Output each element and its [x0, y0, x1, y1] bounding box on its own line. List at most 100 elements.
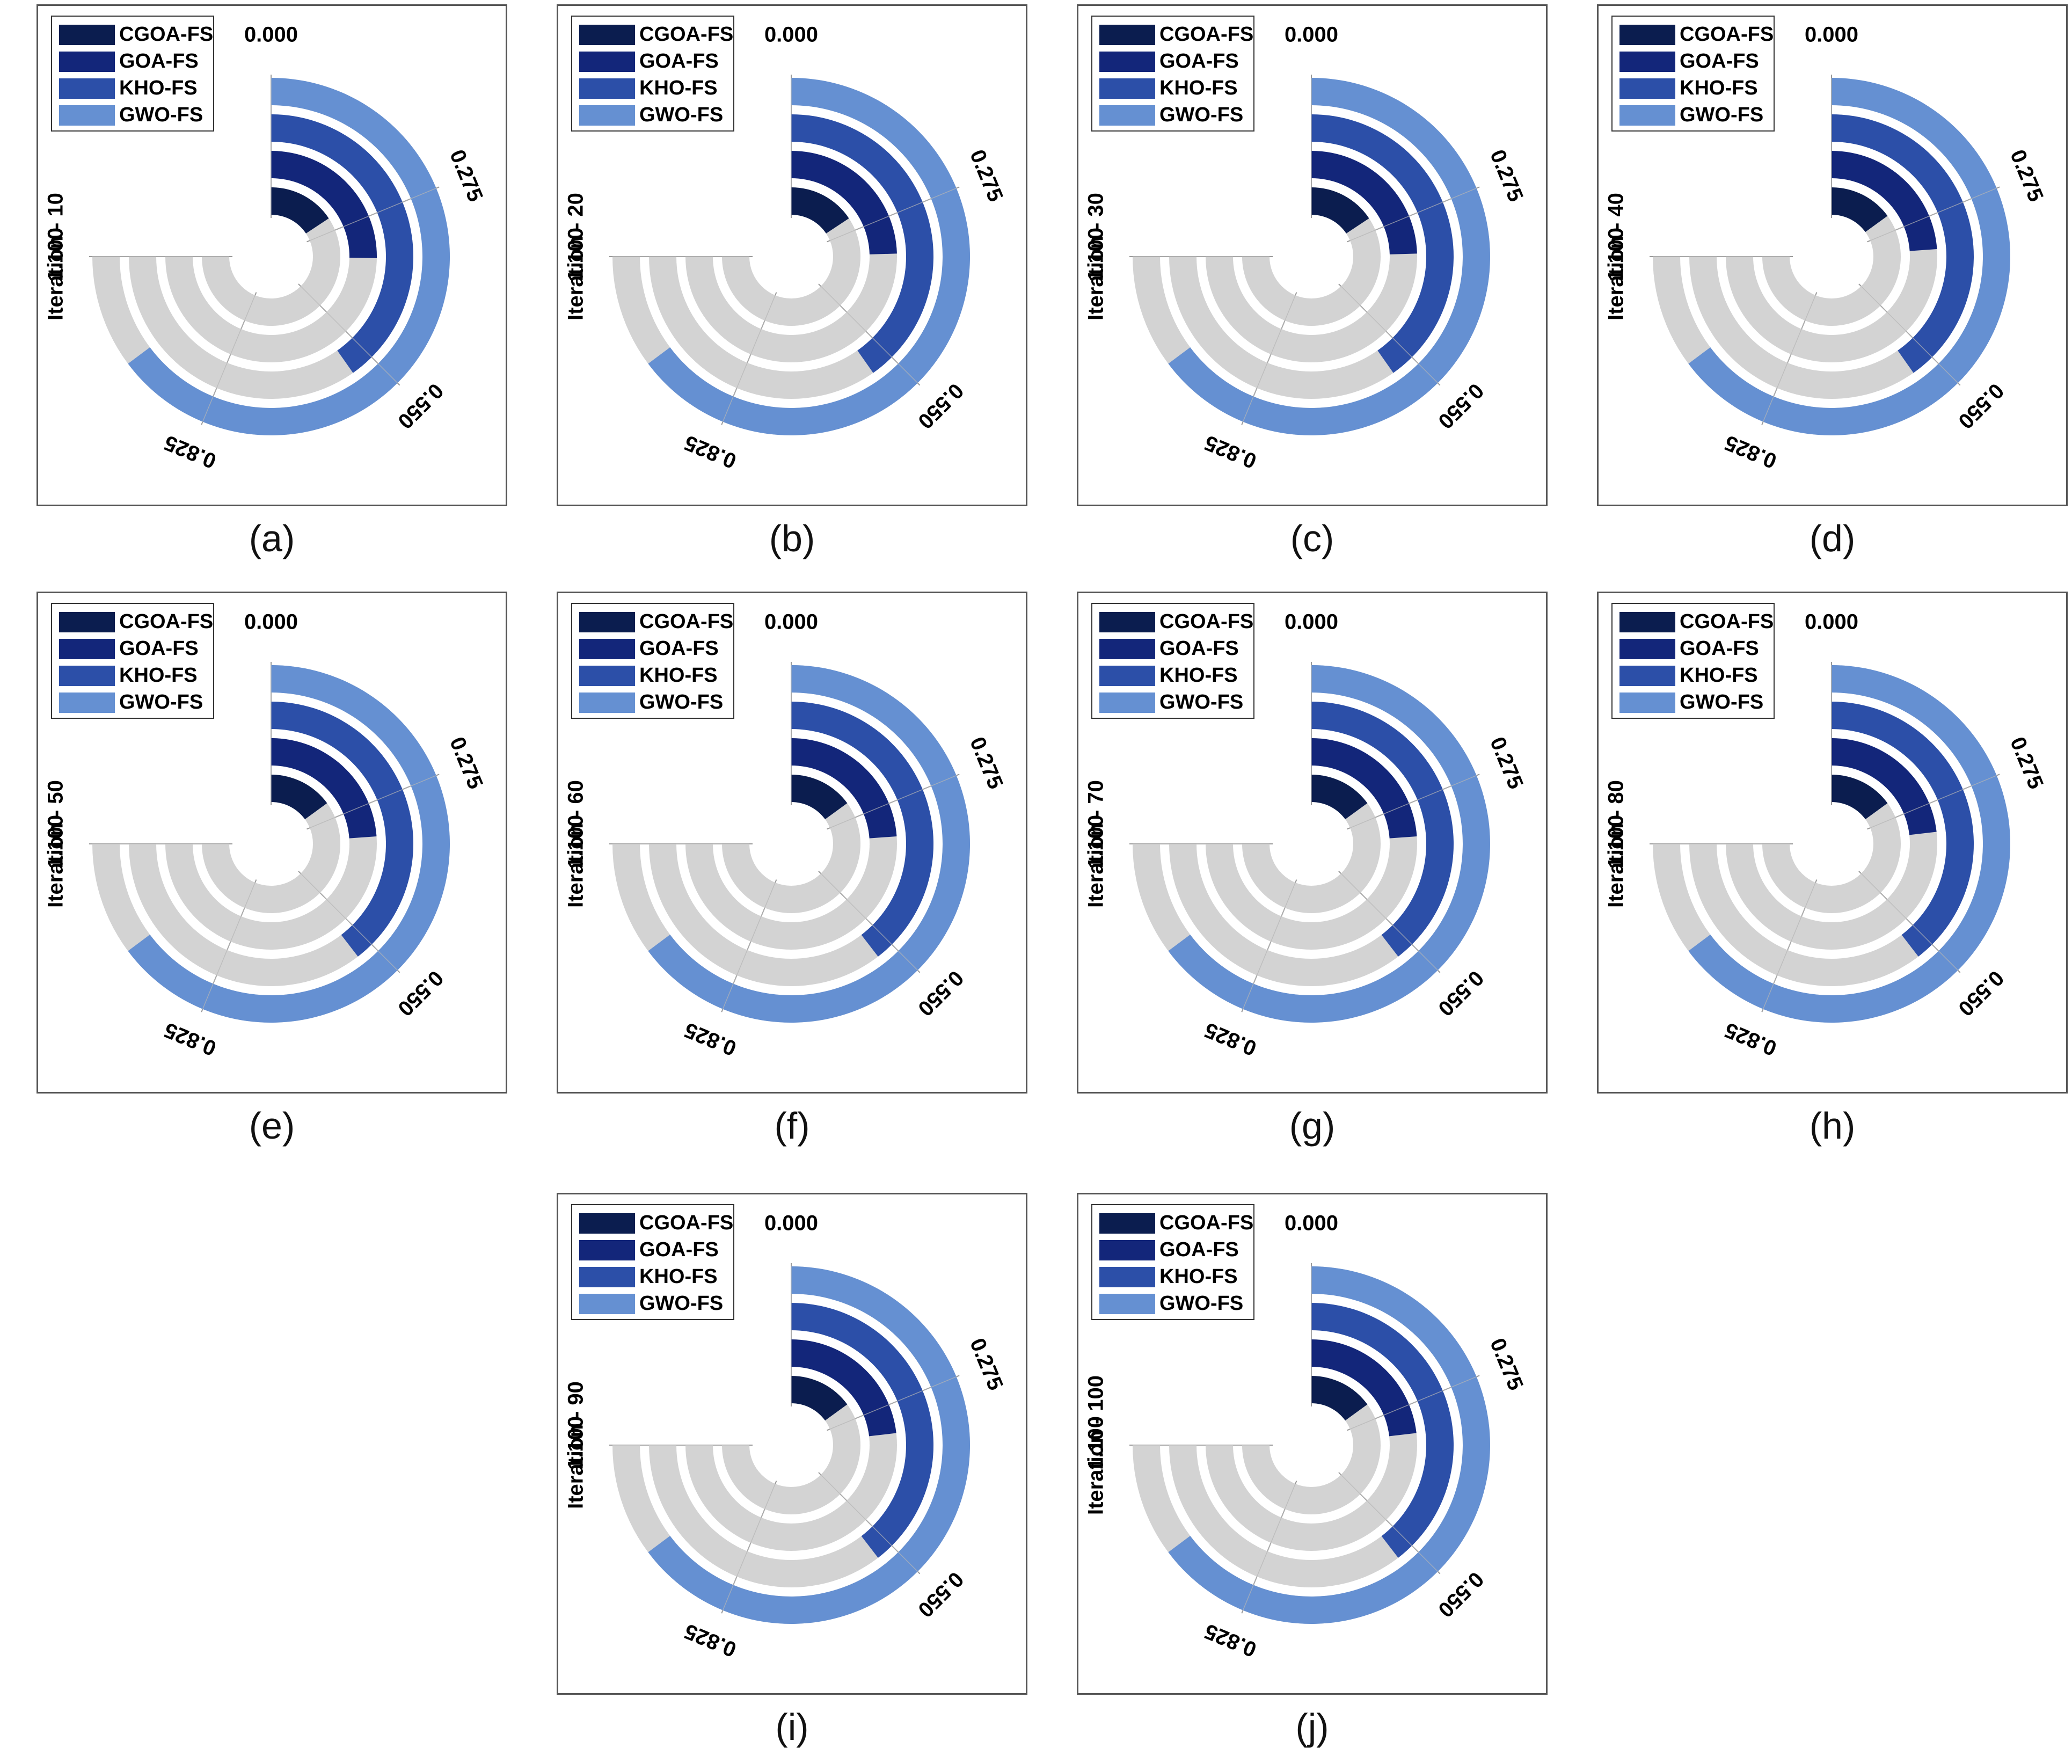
legend-label: CGOA-FS [119, 23, 213, 46]
legend-label: KHO-FS [1159, 1265, 1238, 1288]
chart-panel: 0.000 0.275 0.550 0.825 1.100 Iteration - 20 C… [557, 4, 1027, 559]
legend-swatch [59, 78, 115, 99]
bar-kho-fs [271, 114, 414, 373]
legend-swatch [1099, 78, 1155, 99]
grid-line-overlay [1340, 1474, 1438, 1572]
tick-label: 0.275 [445, 147, 487, 205]
grid-line-overlay [722, 295, 776, 422]
legend-label: KHO-FS [639, 77, 718, 99]
tick-label: 0.550 [1953, 378, 2008, 433]
bar-cgoa-fs [791, 187, 849, 234]
grid-line-overlay [820, 286, 918, 383]
legend: CGOA-FS GOA-FS KHO-FS GWO-FS [1611, 603, 1775, 719]
grid-line-overlay [829, 1376, 957, 1430]
bar-cgoa-fs [1311, 775, 1368, 820]
bar-kho-fs [1832, 702, 1974, 957]
tick-label: 0.000 [1285, 1212, 1338, 1235]
legend-label: GOA-FS [639, 637, 719, 660]
iteration-label: Iteration - 50 [44, 780, 68, 908]
legend-swatch [1099, 612, 1155, 632]
tick-label: 0.000 [1285, 23, 1338, 47]
bar-goa-fs [1311, 1339, 1417, 1437]
legend-label: GWO-FS [1680, 104, 1763, 126]
legend-label: GWO-FS [1159, 691, 1243, 713]
legend-swatch [1619, 639, 1675, 659]
chart-panel: 0.000 0.275 0.550 0.825 1.100 Iteration - 40 C… [1597, 4, 2068, 559]
grid-line-overlay [1242, 882, 1296, 1009]
tick-label: 0.000 [1805, 610, 1858, 634]
legend-swatch [579, 612, 635, 632]
tick-label: 0.000 [764, 1212, 818, 1235]
legend-swatch [579, 1213, 635, 1234]
iteration-label: Iteration - 100 [1084, 1375, 1108, 1515]
grid-line-overlay [1242, 1483, 1296, 1610]
legend-swatch [579, 666, 635, 686]
legend-label: KHO-FS [119, 664, 198, 687]
legend-swatch [1099, 52, 1155, 72]
legend-swatch [1099, 693, 1155, 713]
tick-label: 1.100 [564, 228, 588, 281]
panel-caption: (f) [774, 1105, 810, 1147]
tick-label: 1.100 [1084, 1416, 1108, 1470]
tick-label: 0.550 [913, 378, 968, 433]
tick-label: 0.550 [1433, 378, 1488, 433]
bar-cgoa-fs [271, 187, 329, 234]
iteration-label: Iteration - 40 [1604, 193, 1628, 320]
tick-label: 0.550 [913, 1567, 968, 1622]
legend-swatch [59, 105, 115, 126]
panel-caption: (i) [775, 1706, 809, 1748]
grid-line-overlay [202, 882, 256, 1009]
grid-line-overlay [1349, 1376, 1477, 1430]
legend: CGOA-FS GOA-FS KHO-FS GWO-FS [1091, 603, 1254, 719]
legend: CGOA-FS GOA-FS KHO-FS GWO-FS [571, 1204, 734, 1320]
legend-swatch [579, 1294, 635, 1314]
panel-caption: (e) [249, 1105, 295, 1147]
bar-kho-fs [271, 702, 414, 957]
panel-caption: (j) [1295, 1706, 1329, 1748]
iteration-label: Iteration - 20 [564, 193, 588, 320]
bar-kho-fs [1311, 702, 1454, 957]
bar-cgoa-fs [1311, 187, 1369, 234]
panel-caption: (c) [1290, 517, 1334, 559]
grid-line-overlay [1762, 295, 1816, 422]
iteration-label: Iteration - 60 [564, 780, 588, 908]
iteration-label: Iteration - 80 [1604, 780, 1628, 908]
bar-goa-fs [791, 738, 897, 839]
grid-line-overlay [1349, 187, 1477, 241]
bar-kho-fs [791, 1303, 933, 1558]
chart-panel: 0.000 0.275 0.550 0.825 1.100 Iteration - 70 C… [1077, 592, 1548, 1147]
panel-caption: (d) [1809, 517, 1856, 559]
grid-line-overlay [300, 286, 398, 383]
legend-swatch [59, 25, 115, 45]
tick-label: 0.000 [1285, 610, 1338, 634]
legend: CGOA-FS GOA-FS KHO-FS GWO-FS [571, 16, 734, 132]
tick-label: 1.100 [44, 228, 68, 281]
legend-label: GWO-FS [119, 691, 203, 713]
legend-swatch [1619, 612, 1675, 632]
tick-label: 0.825 [1721, 431, 1780, 473]
tick-label: 0.275 [965, 734, 1008, 792]
legend: CGOA-FS GOA-FS KHO-FS GWO-FS [1091, 16, 1254, 132]
chart-panel: 0.000 0.275 0.550 0.825 1.100 Iteration - 80 C… [1597, 592, 2068, 1147]
iteration-label: Iteration - 70 [1084, 780, 1108, 908]
legend-label: GOA-FS [1159, 637, 1239, 660]
legend-label: CGOA-FS [1159, 610, 1253, 633]
legend-label: KHO-FS [1680, 77, 1758, 99]
tick-label: 0.275 [1485, 734, 1528, 792]
legend-label: CGOA-FS [639, 610, 733, 633]
legend-label: CGOA-FS [1680, 610, 1774, 633]
legend-label: GOA-FS [639, 1238, 719, 1261]
legend: CGOA-FS GOA-FS KHO-FS GWO-FS [51, 603, 214, 719]
bar-goa-fs [1311, 151, 1417, 254]
tick-label: 0.825 [1721, 1018, 1780, 1060]
tick-label: 1.100 [564, 1416, 588, 1470]
grid-line-overlay [202, 295, 256, 422]
